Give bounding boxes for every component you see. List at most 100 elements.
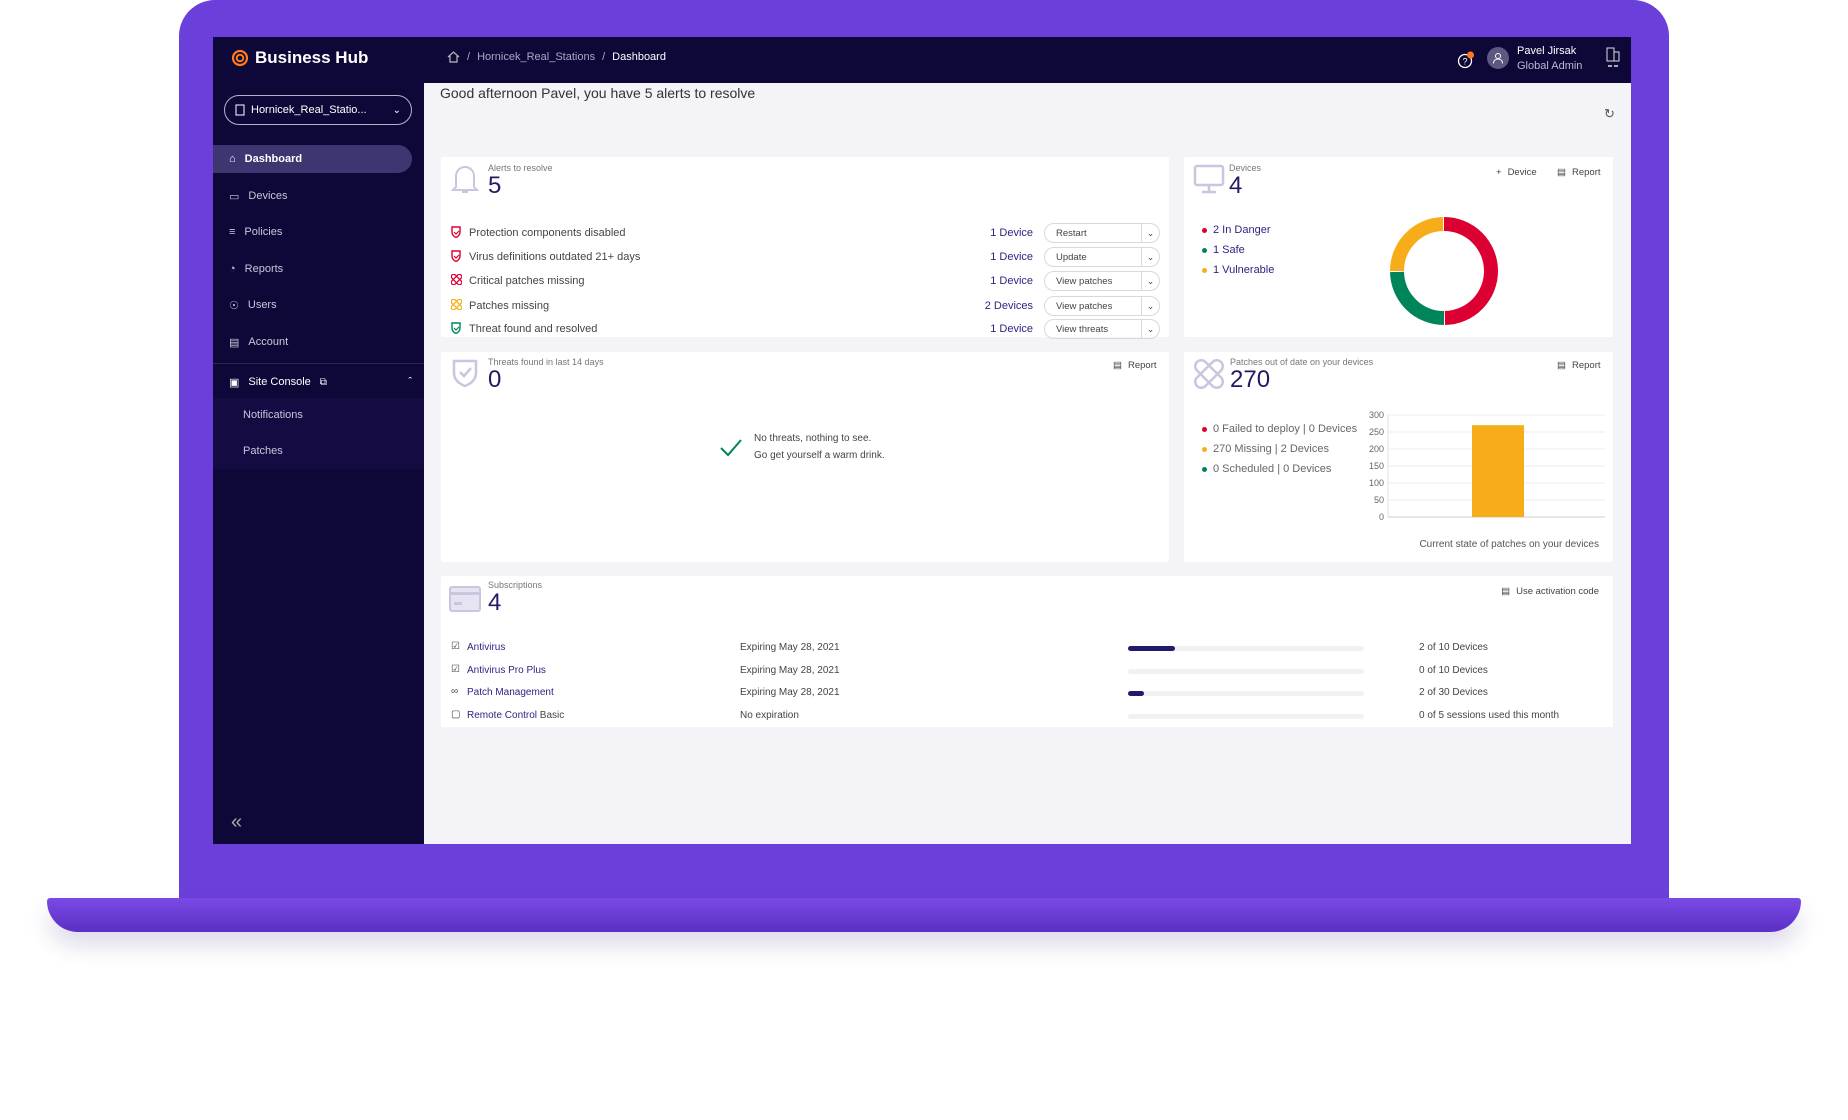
alert-action-label[interactable]: View patches: [1056, 301, 1113, 312]
report-label: Report: [1571, 360, 1601, 371]
subscription-expiry: Expiring May 28, 2021: [740, 665, 840, 676]
devices-count: 4: [1229, 172, 1243, 199]
alert-action-dropdown[interactable]: Update ⌄: [1044, 247, 1160, 267]
remote-control-icon: ▢: [451, 709, 461, 720]
subscription-name-link[interactable]: Antivirus Pro Plus: [467, 665, 546, 676]
card-icon: ▤: [1501, 586, 1511, 597]
subscription-name[interactable]: Remote Control: [467, 710, 538, 721]
help-icon[interactable]: ?: [1457, 51, 1475, 69]
policies-icon: ≡: [229, 226, 236, 238]
shield-icon: [452, 359, 478, 388]
subscription-name[interactable]: Antivirus Pro Plus: [467, 665, 546, 676]
usage-progress-bar: [1128, 691, 1364, 696]
alert-device-count[interactable]: 1 Device: [990, 251, 1033, 263]
user-info[interactable]: Pavel Jirsak Global Admin: [1517, 44, 1582, 74]
alert-action-dropdown[interactable]: View threats ⌄: [1044, 319, 1160, 339]
sidebar-subitem-notifications[interactable]: Notifications: [213, 398, 424, 432]
alert-device-count[interactable]: 2 Devices: [984, 300, 1033, 312]
threats-label: Threats found in last 14 days: [488, 357, 604, 367]
alert-device-count[interactable]: 1 Device: [990, 323, 1033, 335]
subscriptions-card: Subscriptions 4 ▤ Use activation code ☑ A…: [441, 576, 1613, 727]
sidebar-item-dashboard[interactable]: ⌂ Dashboard: [213, 145, 412, 173]
patches-label: Patches out of date on your devices: [1230, 357, 1374, 367]
logo[interactable]: Business Hub: [231, 48, 368, 68]
usage-progress-bar: [1128, 714, 1364, 719]
app-title: Business Hub: [255, 48, 369, 67]
patch-icon: ∞: [451, 686, 459, 697]
sidebar: Hornicek_Real_Statio... ⌄ ⌂ Dashboard ▭ De…: [213, 83, 424, 844]
patches-report-button[interactable]: ▤ Report: [1557, 360, 1601, 371]
chevron-down-icon[interactable]: ⌄: [1141, 224, 1159, 242]
alert-action-label[interactable]: View threats: [1056, 324, 1109, 335]
sidebar-item-policies[interactable]: ≡ Policies: [213, 218, 424, 246]
monitor-icon: ▭: [229, 190, 240, 203]
alert-device-count[interactable]: 1 Device: [990, 227, 1033, 239]
alert-action-label[interactable]: Update: [1056, 252, 1087, 263]
user-circle-icon: ☉: [229, 299, 239, 312]
chevron-down-icon[interactable]: ⌄: [1141, 320, 1159, 338]
device-status-donut: [1390, 217, 1499, 325]
sidebar-item-reports[interactable]: ◔ Reports: [213, 255, 424, 283]
breadcrumb-current: Dashboard: [612, 51, 666, 63]
subscription-row: ☑ Antivirus Expiring May 28, 2021 2 of 1…: [441, 639, 1613, 659]
bar-chart-icon: ▤: [1113, 360, 1122, 371]
subscription-expiry: No expiration: [740, 710, 799, 721]
subscription-usage: 2 of 30 Devices: [1419, 687, 1488, 698]
alert-action-dropdown[interactable]: Restart ⌄: [1044, 223, 1160, 243]
patches-count: 270: [1230, 366, 1271, 393]
collapse-sidebar-icon[interactable]: «: [231, 811, 243, 833]
subscription-name-link[interactable]: Antivirus: [467, 642, 505, 653]
shield-icon: [451, 250, 461, 265]
usage-progress-bar: [1128, 669, 1364, 674]
report-label: Report: [1571, 167, 1601, 178]
sidebar-item-devices[interactable]: ▭ Devices: [213, 182, 424, 210]
subscription-name-link[interactable]: Patch Management: [467, 687, 554, 698]
sidebar-item-label: Reports: [244, 263, 284, 275]
chevron-down-icon: ⌄: [392, 104, 401, 116]
breadcrumb-site[interactable]: Hornicek_Real_Stations: [477, 51, 596, 63]
alert-row: Patches missing 2 Devices View patches ⌄: [441, 296, 1169, 318]
subscription-expiry: Expiring May 28, 2021: [740, 642, 840, 653]
chevron-down-icon[interactable]: ⌄: [1141, 272, 1159, 290]
alert-text: Patches missing: [469, 300, 550, 312]
sidebar-item-label: Dashboard: [244, 153, 303, 165]
plus-icon: +: [1496, 167, 1502, 178]
site-selector[interactable]: Hornicek_Real_Statio... ⌄: [224, 95, 412, 125]
subscription-name-link[interactable]: Remote Control Basic: [467, 710, 564, 721]
alert-row: Protection components disabled 1 Device …: [441, 223, 1169, 245]
subscription-row: ☑ Antivirus Pro Plus Expiring May 28, 20…: [441, 662, 1613, 682]
sidebar-item-site-console[interactable]: ▣ Site Console ⧉ ˆ: [213, 368, 424, 396]
subscription-name-suffix: Basic: [537, 710, 565, 721]
devices-report-button[interactable]: ▤ Report: [1557, 167, 1601, 178]
sidebar-item-users[interactable]: ☉ Users: [213, 291, 424, 319]
threats-report-button[interactable]: ▤ Report: [1113, 360, 1157, 371]
building-icon: [235, 104, 245, 116]
alert-action-label[interactable]: View patches: [1056, 276, 1113, 287]
legend-danger: 2 In Danger: [1202, 224, 1270, 236]
add-device-button[interactable]: + Device: [1496, 167, 1537, 178]
chevron-down-icon[interactable]: ⌄: [1141, 248, 1159, 266]
alert-action-dropdown[interactable]: View patches ⌄: [1044, 296, 1160, 316]
alert-action-dropdown[interactable]: View patches ⌄: [1044, 271, 1160, 291]
devices-label: Devices: [1229, 163, 1262, 173]
alert-device-count[interactable]: 1 Device: [990, 275, 1033, 287]
sidebar-item-account[interactable]: ▤ Account: [213, 328, 424, 356]
company-switch-icon[interactable]: [1606, 47, 1620, 69]
subscriptions-label: Subscriptions: [488, 580, 543, 590]
alerts-count: 5: [488, 172, 502, 199]
y-tick-label: 300: [1369, 410, 1384, 420]
chevron-down-icon[interactable]: ⌄: [1141, 297, 1159, 315]
home-icon[interactable]: [447, 51, 460, 63]
use-activation-code-button[interactable]: ▤ Use activation code: [1501, 586, 1599, 597]
sidebar-item-label: Notifications: [243, 409, 303, 421]
subscription-name[interactable]: Antivirus: [467, 642, 506, 653]
devices-card: Devices 4 + Device ▤ Report 2 In Danger 1 …: [1184, 157, 1613, 337]
alert-action-label[interactable]: Restart: [1056, 228, 1087, 239]
subscription-row: ∞ Patch Management Expiring May 28, 2021…: [441, 684, 1613, 704]
sidebar-subitem-patches[interactable]: Patches: [213, 432, 424, 469]
refresh-icon[interactable]: ↻: [1604, 106, 1615, 121]
subscriptions-count: 4: [488, 589, 502, 616]
usage-progress-fill: [1128, 646, 1176, 651]
subscription-name[interactable]: Patch Management: [467, 687, 554, 698]
avatar[interactable]: [1487, 47, 1509, 69]
